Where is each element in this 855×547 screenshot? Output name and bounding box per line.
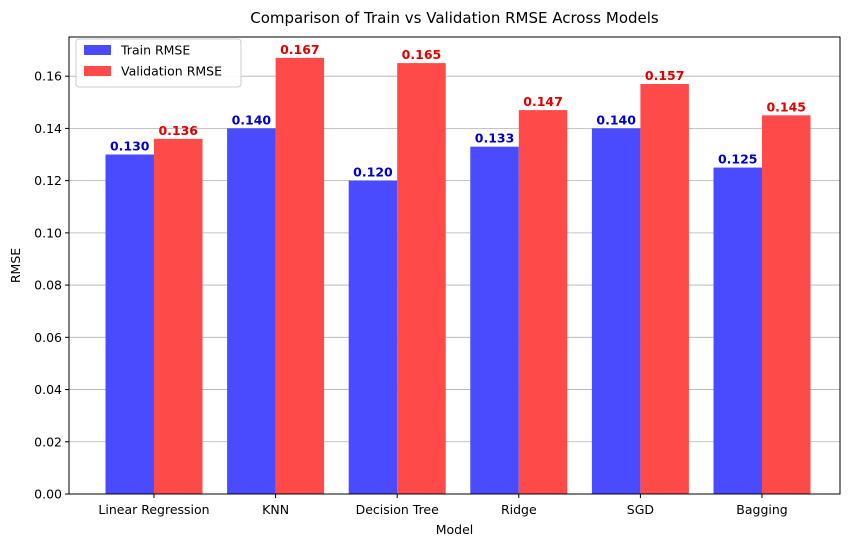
y-tick-label: 0.12 (34, 173, 62, 188)
y-tick-label: 0.16 (34, 69, 62, 84)
y-tick-label: 0.14 (34, 121, 62, 136)
bar-train (470, 146, 519, 494)
x-tick-label: Bagging (736, 502, 787, 517)
y-axis-label: RMSE (8, 248, 23, 283)
y-tick-label: 0.10 (34, 225, 62, 240)
legend-swatch (84, 66, 111, 76)
bar-value-label: 0.157 (645, 68, 685, 83)
y-tick-label: 0.00 (34, 487, 62, 502)
bar-validation (762, 115, 811, 494)
y-tick-label: 0.08 (34, 278, 62, 293)
bar-value-label: 0.167 (280, 42, 320, 57)
bar-validation (640, 84, 689, 495)
x-tick-label: SGD (627, 502, 654, 517)
y-tick-label: 0.04 (34, 382, 62, 397)
y-tick-label: 0.02 (34, 434, 62, 449)
bar-value-label: 0.133 (475, 131, 515, 146)
bar-value-label: 0.147 (523, 94, 563, 109)
bar-train (105, 154, 154, 494)
bar-train (713, 167, 762, 495)
bar-validation (275, 57, 325, 495)
x-axis-label: Model (436, 522, 474, 537)
bar-value-label: 0.145 (766, 99, 806, 114)
legend-label: Validation RMSE (121, 64, 222, 79)
bar-value-label: 0.130 (110, 139, 150, 154)
bar-value-label: 0.120 (353, 165, 393, 180)
legend-swatch (84, 45, 111, 55)
bar-train (591, 128, 641, 494)
legend-box (75, 38, 242, 88)
y-tick-label: 0.06 (34, 330, 62, 345)
x-tick-label: Ridge (501, 502, 537, 517)
bar-value-label: 0.136 (158, 123, 198, 138)
x-tick-label: Linear Regression (98, 502, 209, 517)
x-axis: Linear Regression KNN Decision Tree Ridge SG… (98, 494, 788, 517)
legend: Train RMSE Validation RMSE (75, 38, 242, 88)
y-axis: 0.00 0.02 0.04 0.06 0.08 0.10 0.12 0.14 0.16 (34, 69, 69, 502)
chart-title: Comparison of Train vs Validation RMSE A… (250, 9, 659, 27)
x-tick-label: Decision Tree (356, 502, 440, 517)
bar-labels: 0.130 0.136 0.140 0.167 0.120 0.165 0.133 0.147… (110, 42, 806, 180)
bar-value-label: 0.125 (718, 152, 758, 167)
bar-validation (397, 63, 446, 494)
legend-label: Train RMSE (120, 43, 190, 58)
bar-validation (518, 110, 568, 495)
bar-value-label: 0.165 (402, 47, 442, 62)
bar-validation (154, 138, 203, 495)
bar-train (348, 180, 398, 494)
plot-frame (68, 36, 841, 495)
x-tick-label: KNN (262, 502, 289, 517)
bar-value-label: 0.140 (596, 112, 636, 127)
bars (105, 57, 811, 495)
bar-value-label: 0.140 (232, 112, 272, 127)
bar-train (227, 128, 276, 494)
